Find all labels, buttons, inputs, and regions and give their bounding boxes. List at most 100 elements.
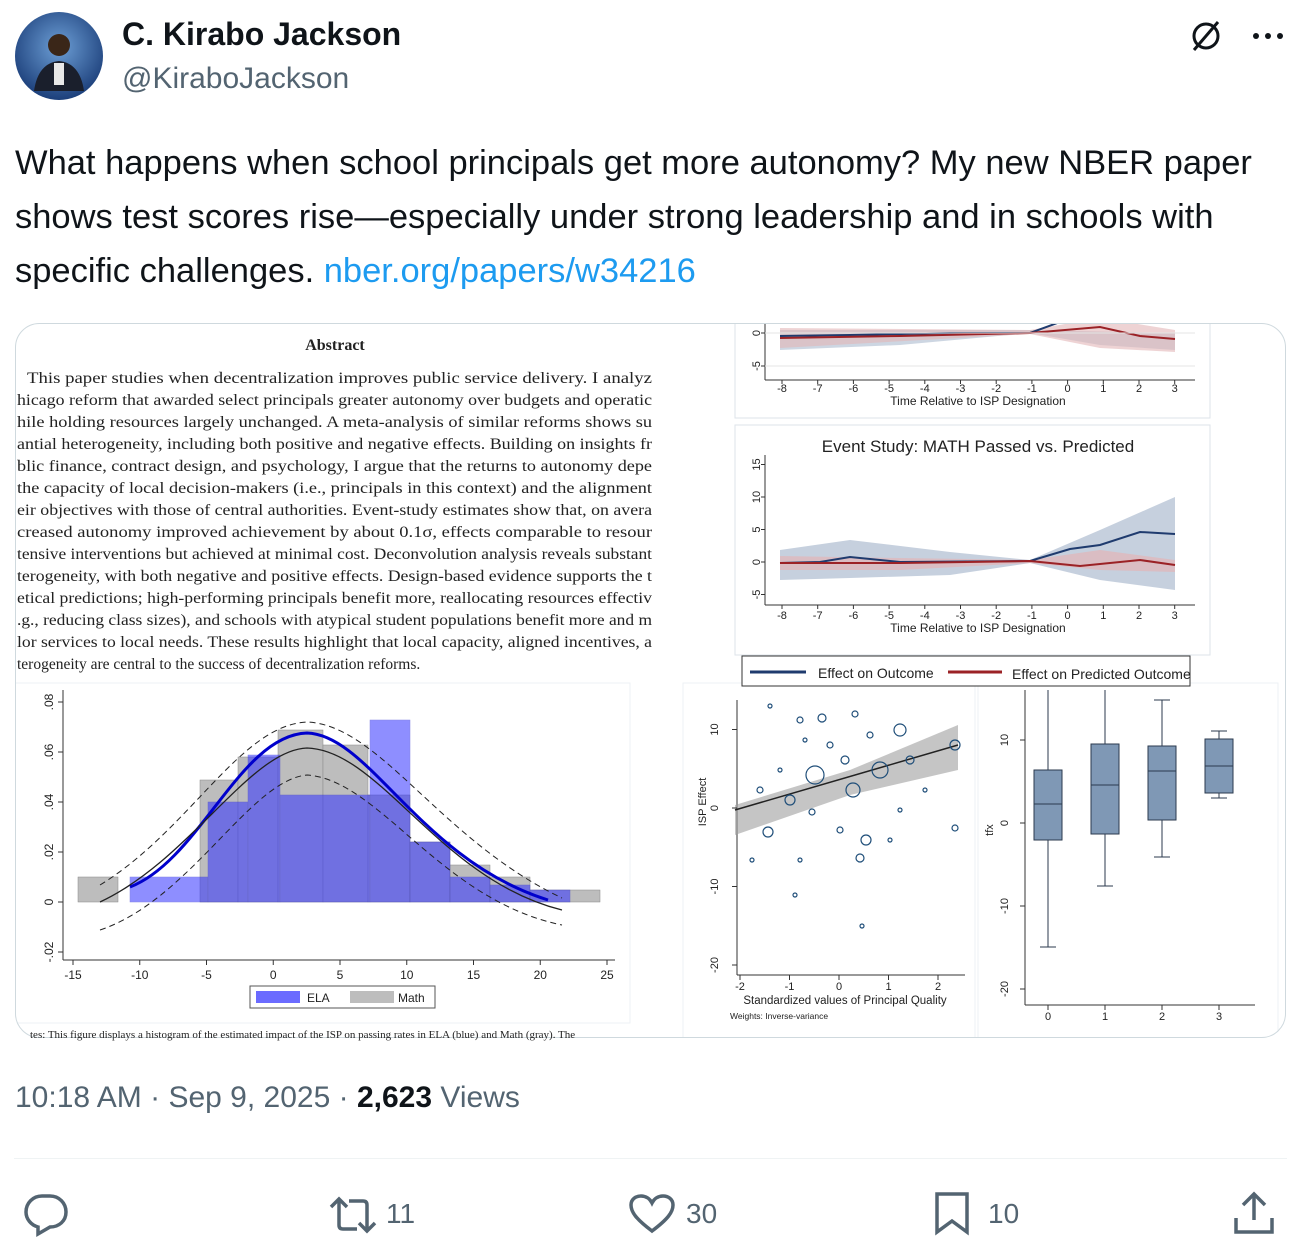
x-tick-label: 0 (1065, 610, 1071, 622)
x-tick-label: -10 (131, 968, 149, 982)
y-axis-label: ISP Effect (697, 778, 709, 827)
x-tick-label: -8 (777, 383, 787, 395)
x-tick-label: -3 (956, 610, 966, 622)
x-tick-label: 0 (836, 981, 842, 993)
retweet-count[interactable]: 11 (386, 1198, 416, 1229)
time[interactable]: 10:18 AM (15, 1081, 142, 1114)
media[interactable]: Abstract This paper studies when decentra… (0, 0, 1299, 1060)
x-tick-label: -4 (920, 383, 930, 395)
y-tick-label: -10 (709, 879, 721, 895)
tweet-link[interactable]: nber.org/papers/w34216 (323, 252, 696, 290)
abstract-line: eir objectives with those of central aut… (17, 502, 652, 519)
x-tick-label: 1 (1102, 1011, 1108, 1023)
x-tick-label: 15 (467, 968, 481, 982)
abstract-heading: Abstract (305, 337, 365, 354)
tweet-body: What happens when school principals get … (15, 144, 1252, 290)
y-tick-label: .02 (42, 843, 56, 860)
avatar[interactable] (14, 11, 104, 101)
x-tick-label: -2 (991, 383, 1001, 395)
x-axis-label: Time Relative to ISP Designation (890, 394, 1065, 408)
y-tick-label: 15 (751, 458, 763, 470)
abstract-line: hicago reform that awarded select princi… (17, 392, 652, 409)
x-tick-label: 2 (1136, 383, 1142, 395)
abstract-line: .g., reducing class sizes), and schools … (17, 612, 652, 629)
reply-icon[interactable] (22, 1190, 72, 1238)
abstract-line: terogeneity, with both negative and posi… (17, 568, 653, 585)
bookmark-count[interactable]: 10 (988, 1198, 1020, 1229)
y-tick-label: -20 (999, 981, 1011, 997)
x-tick-label: 0 (1065, 383, 1071, 395)
legend-label: Effect on Predicted Outcome (1012, 666, 1191, 682)
y-tick-label: -5 (751, 361, 763, 371)
y-tick-label: -20 (709, 957, 721, 973)
y-tick-label: .04 (42, 793, 56, 810)
y-tick-label: .06 (42, 743, 56, 760)
tweet-text: What happens when school principals get … (15, 136, 1290, 298)
abstract-line: blic finance, contract design, and psych… (17, 458, 652, 475)
abstract-line: tensive interventions but achieved at mi… (17, 546, 653, 563)
abstract-line: This paper studies when decentralization… (27, 370, 652, 387)
x-tick-label: -5 (884, 610, 894, 622)
x-tick-label: 0 (1045, 1011, 1051, 1023)
abstract-line: antial heterogeneity, including both pos… (17, 436, 653, 453)
like-count[interactable]: 30 (686, 1198, 718, 1229)
x-tick-label: -8 (777, 610, 787, 622)
abstract-line: lor services to local needs. These resul… (17, 634, 652, 651)
legend-label: ELA (307, 991, 330, 1005)
x-tick-label: -5 (201, 968, 212, 982)
y-tick-label: 10 (999, 734, 1011, 746)
x-tick-label: -2 (735, 981, 745, 993)
grok-icon[interactable] (1188, 18, 1224, 54)
views-label: Views (440, 1081, 520, 1114)
abstract-line: the capacity of local decision-makers (i… (17, 480, 653, 497)
retweet-icon[interactable] (325, 1193, 381, 1237)
author-name[interactable]: C. Kirabo Jackson (122, 16, 402, 52)
x-tick-label: -15 (64, 968, 82, 982)
x-tick-label: 3 (1172, 610, 1178, 622)
x-tick-label: 2 (1136, 610, 1142, 622)
y-tick-label: 10 (751, 491, 763, 503)
x-tick-label: -7 (813, 383, 823, 395)
x-tick-label: 1 (1100, 383, 1106, 395)
views-count: 2,623 (356, 1081, 433, 1114)
author-handle[interactable]: @KiraboJackson (122, 62, 350, 95)
bookmark-icon[interactable] (932, 1190, 972, 1236)
chart-title: Event Study: MATH Passed vs. Predicted (822, 437, 1134, 456)
figure-note: tes: This figure displays a histogram of… (30, 1029, 575, 1041)
more-icon[interactable] (1250, 26, 1286, 46)
date[interactable]: Sep 9, 2025 (168, 1081, 331, 1114)
x-tick-label: -4 (920, 610, 930, 622)
x-tick-label: -1 (1027, 610, 1037, 622)
legend-label: Math (398, 991, 425, 1005)
y-tick-label: -.02 (42, 941, 56, 962)
x-tick-label: -1 (785, 981, 795, 993)
y-tick-label: -10 (999, 898, 1011, 914)
divider (14, 1158, 1287, 1159)
abstract-line: hile holding resources largely unchanged… (17, 414, 652, 431)
x-axis-label: Standardized values of Principal Quality (743, 995, 947, 1007)
abstract-line: creased autonomy improved achievement by… (17, 524, 653, 541)
like-icon[interactable] (628, 1193, 676, 1235)
y-tick-label: -5 (751, 590, 763, 600)
x-tick-label: 1 (1100, 610, 1106, 622)
x-tick-label: -6 (849, 383, 859, 395)
y-tick-label: 0 (751, 559, 763, 565)
legend-label: Effect on Outcome (818, 665, 934, 681)
share-icon[interactable] (1232, 1190, 1276, 1236)
x-tick-label: 1 (885, 981, 891, 993)
chart-note: Weights: Inverse-variance (730, 1011, 828, 1021)
x-tick-label: -6 (849, 610, 859, 622)
y-axis-label: tfx (984, 824, 996, 836)
separator: · (338, 1081, 349, 1114)
x-tick-label: -2 (991, 610, 1001, 622)
x-tick-label: 0 (270, 968, 277, 982)
y-tick-label: 0 (709, 805, 721, 811)
x-tick-label: 10 (400, 968, 414, 982)
tweet-meta: 10:18 AM · Sep 9, 2025 · 2,623 Views (15, 1081, 520, 1115)
y-tick-label: 0 (999, 820, 1011, 826)
y-tick-label: 0 (751, 330, 763, 336)
x-tick-label: -3 (956, 383, 966, 395)
x-tick-label: 3 (1216, 1011, 1222, 1023)
